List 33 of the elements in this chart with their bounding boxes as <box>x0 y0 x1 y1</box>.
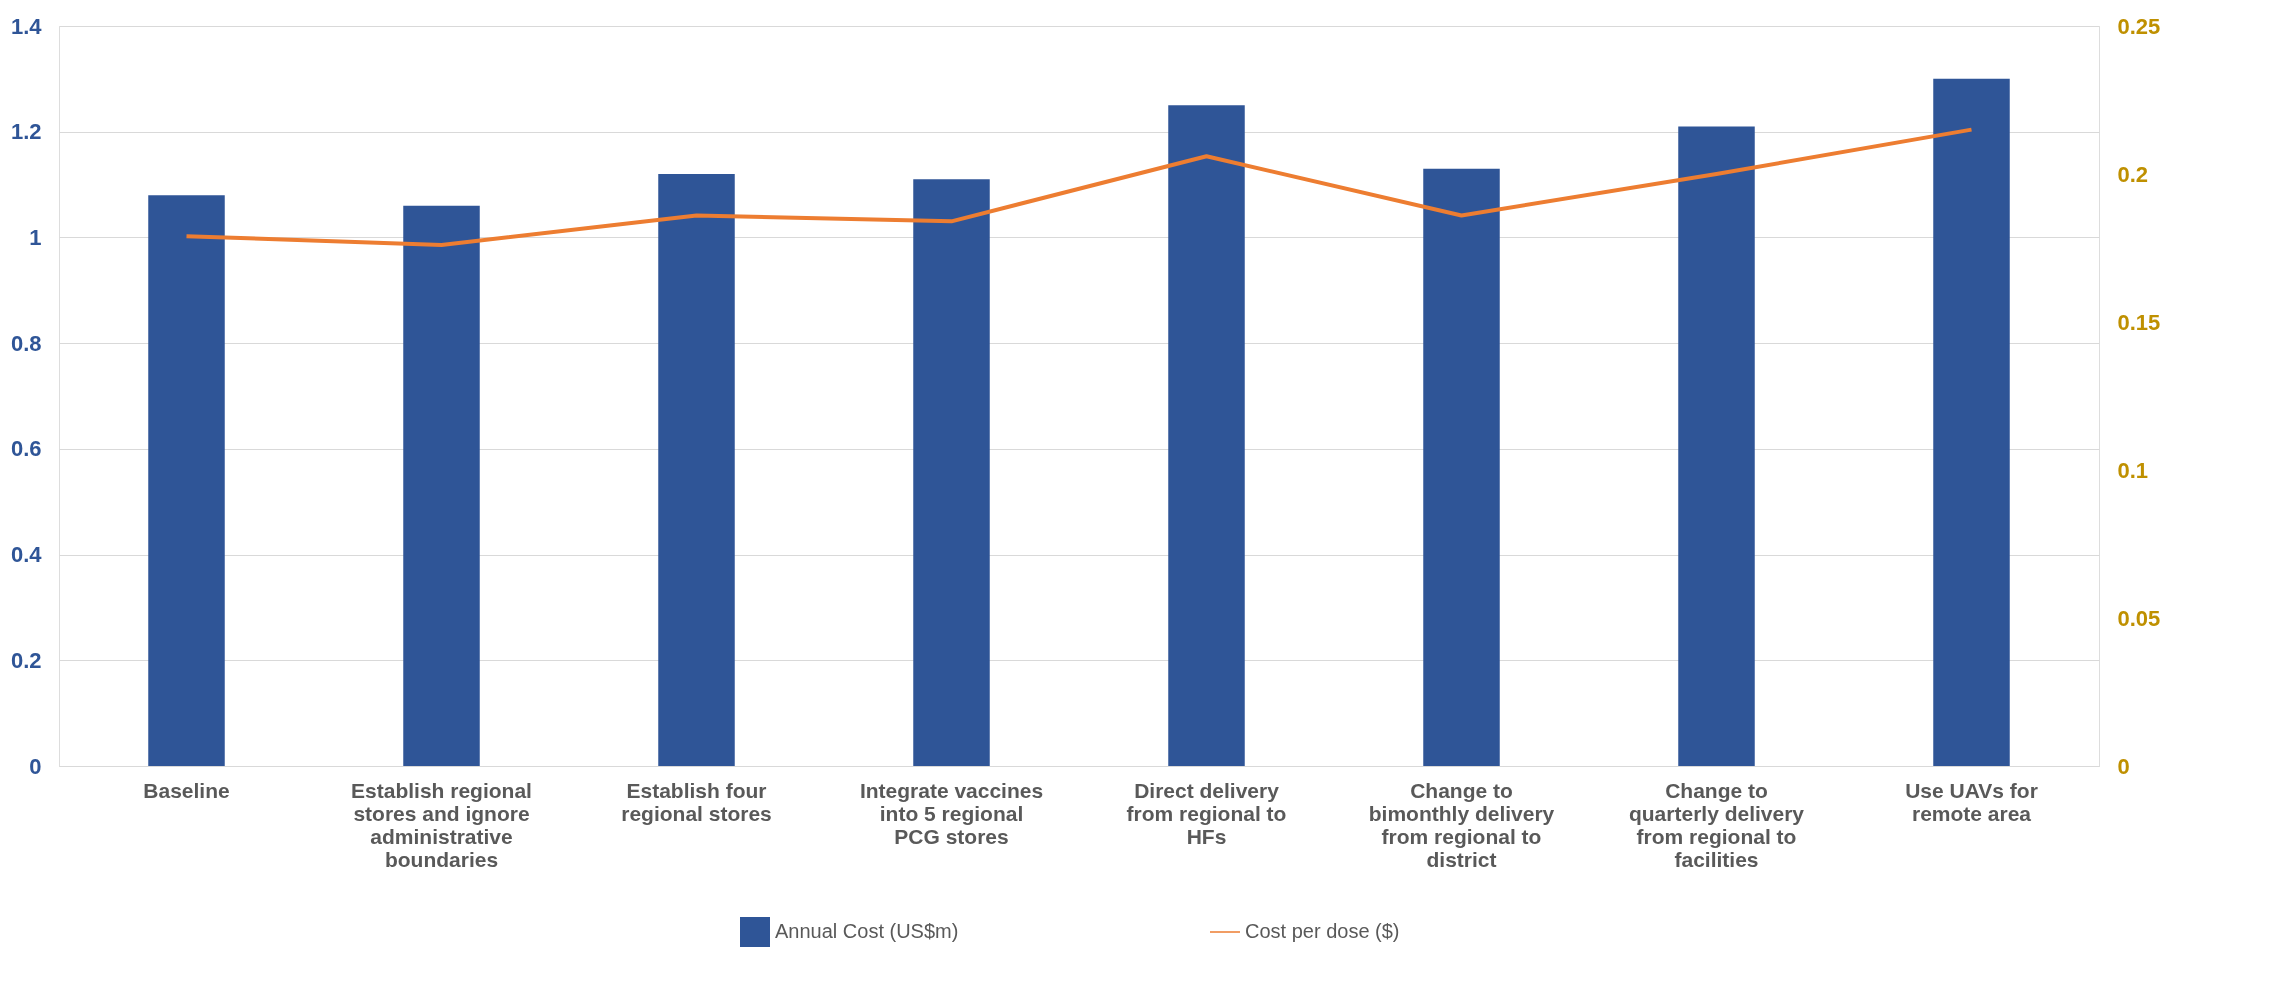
bar <box>403 205 480 766</box>
y2-tick-label: 0 <box>2117 753 2130 779</box>
x-tick-label: Establish four regional stores <box>621 778 772 825</box>
x-tick-label: Direct delivery from regional to HFs <box>1126 778 1287 848</box>
bar <box>1423 168 1500 766</box>
y-tick-label: 1 <box>29 224 42 250</box>
bar <box>658 174 735 766</box>
x-tick-label: Change to quarterly delivery from regional to facilities <box>1628 778 1805 871</box>
y2-tick-label: 0.05 <box>2117 605 2161 631</box>
y-tick-label: 0.8 <box>10 330 42 356</box>
legend-label: Annual Cost (US$m) <box>775 920 959 942</box>
bar <box>1933 78 2010 766</box>
y-tick-label: 0.6 <box>10 436 42 462</box>
y-tick-label: 0.4 <box>10 542 43 568</box>
y-tick-label: 1.4 <box>10 13 43 39</box>
x-tick-label: Baseline <box>143 778 230 802</box>
y-tick-label: 0 <box>29 753 42 779</box>
bar <box>148 195 225 766</box>
line-series <box>184 127 1974 248</box>
bar <box>913 179 990 766</box>
bar <box>1678 126 1755 766</box>
bar <box>1168 105 1245 766</box>
y2-tick-label: 0.2 <box>2117 161 2149 187</box>
y2-tick-label: 0.15 <box>2117 309 2161 335</box>
x-tick-label: Establish regional stores and ignore administrative boundaries <box>351 778 532 871</box>
y-tick-label: 0.2 <box>10 647 42 673</box>
x-tick-label: Integrate vaccines into 5 regional PCG stores <box>859 778 1044 848</box>
x-tick-label: Change to bimonthly delivery from regional to district <box>1368 778 1555 871</box>
y2-tick-label: 0.1 <box>2117 457 2149 483</box>
x-tick-label: Use UAVs for remote area <box>1905 778 2038 825</box>
legend-label: Cost per dose ($) <box>1245 920 1400 942</box>
y2-tick-label: 0.25 <box>2117 13 2161 39</box>
y-tick-label: 1.2 <box>10 119 42 145</box>
